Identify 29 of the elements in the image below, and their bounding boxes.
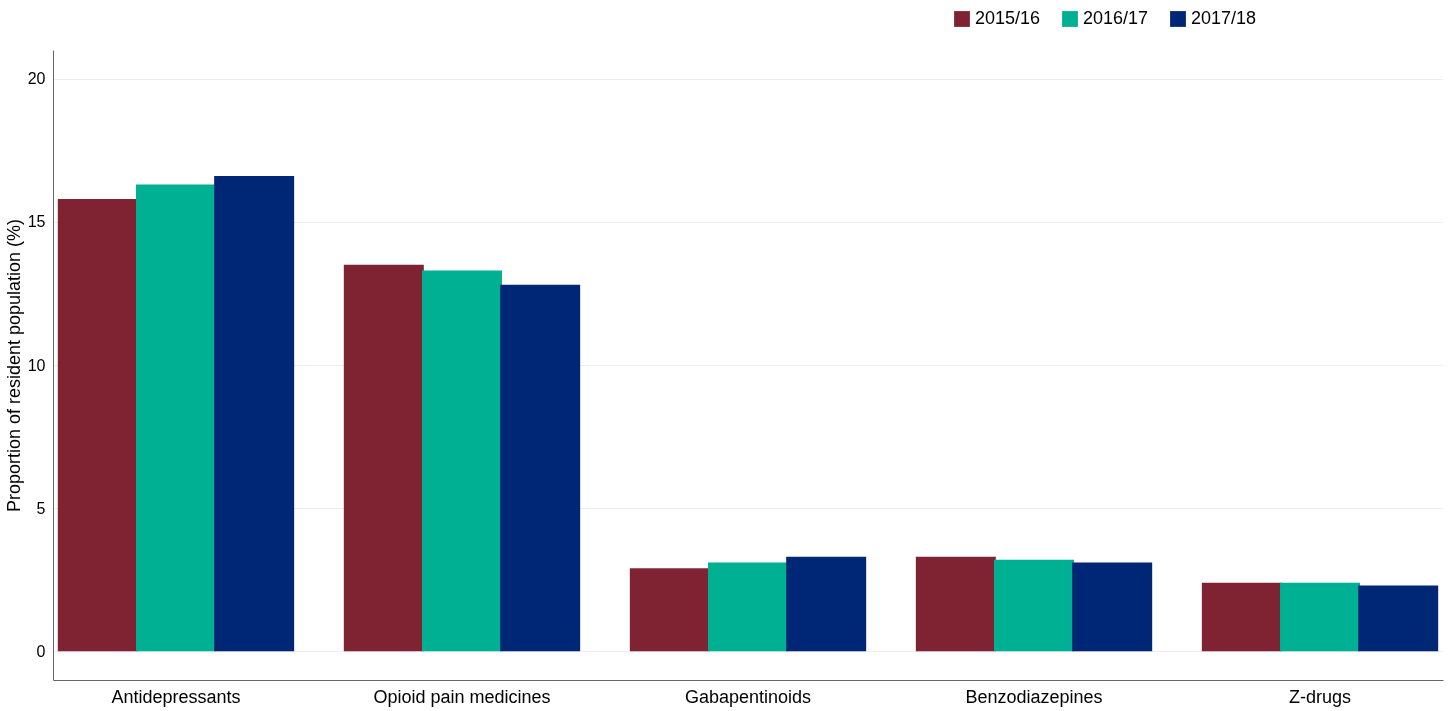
legend-label: 2016/17 (1083, 8, 1149, 28)
legend-label: 2017/18 (1191, 8, 1257, 28)
x-tick-label: Z-drugs (1289, 686, 1352, 707)
bar (786, 556, 867, 652)
bar (915, 556, 996, 652)
x-tick-label: Antidepressants (111, 686, 241, 707)
bar (343, 264, 424, 652)
bar (1072, 562, 1153, 652)
bar (708, 562, 788, 652)
bar (135, 184, 216, 652)
y-tick-label: 15 (27, 213, 46, 231)
bar (500, 284, 581, 652)
x-tick-label: Gabapentinoids (684, 686, 812, 707)
y-tick-label: 20 (27, 70, 46, 88)
x-tick-label: Opioid pain medicines (373, 686, 551, 707)
legend-label: 2015/16 (975, 8, 1041, 28)
bar (1201, 582, 1282, 652)
bar (994, 559, 1075, 652)
bar (57, 198, 138, 652)
y-tick-label: 5 (36, 499, 46, 517)
bar (421, 270, 502, 652)
y-tick-label: 0 (36, 642, 46, 660)
y-tick-label: 10 (27, 356, 46, 374)
bar (214, 176, 295, 652)
y-axis-title: Proportion of resident population (%) (3, 218, 24, 513)
bar (1280, 582, 1361, 652)
bar (1358, 585, 1439, 652)
bar (629, 568, 710, 652)
x-tick-label: Benzodiazepines (965, 686, 1103, 707)
